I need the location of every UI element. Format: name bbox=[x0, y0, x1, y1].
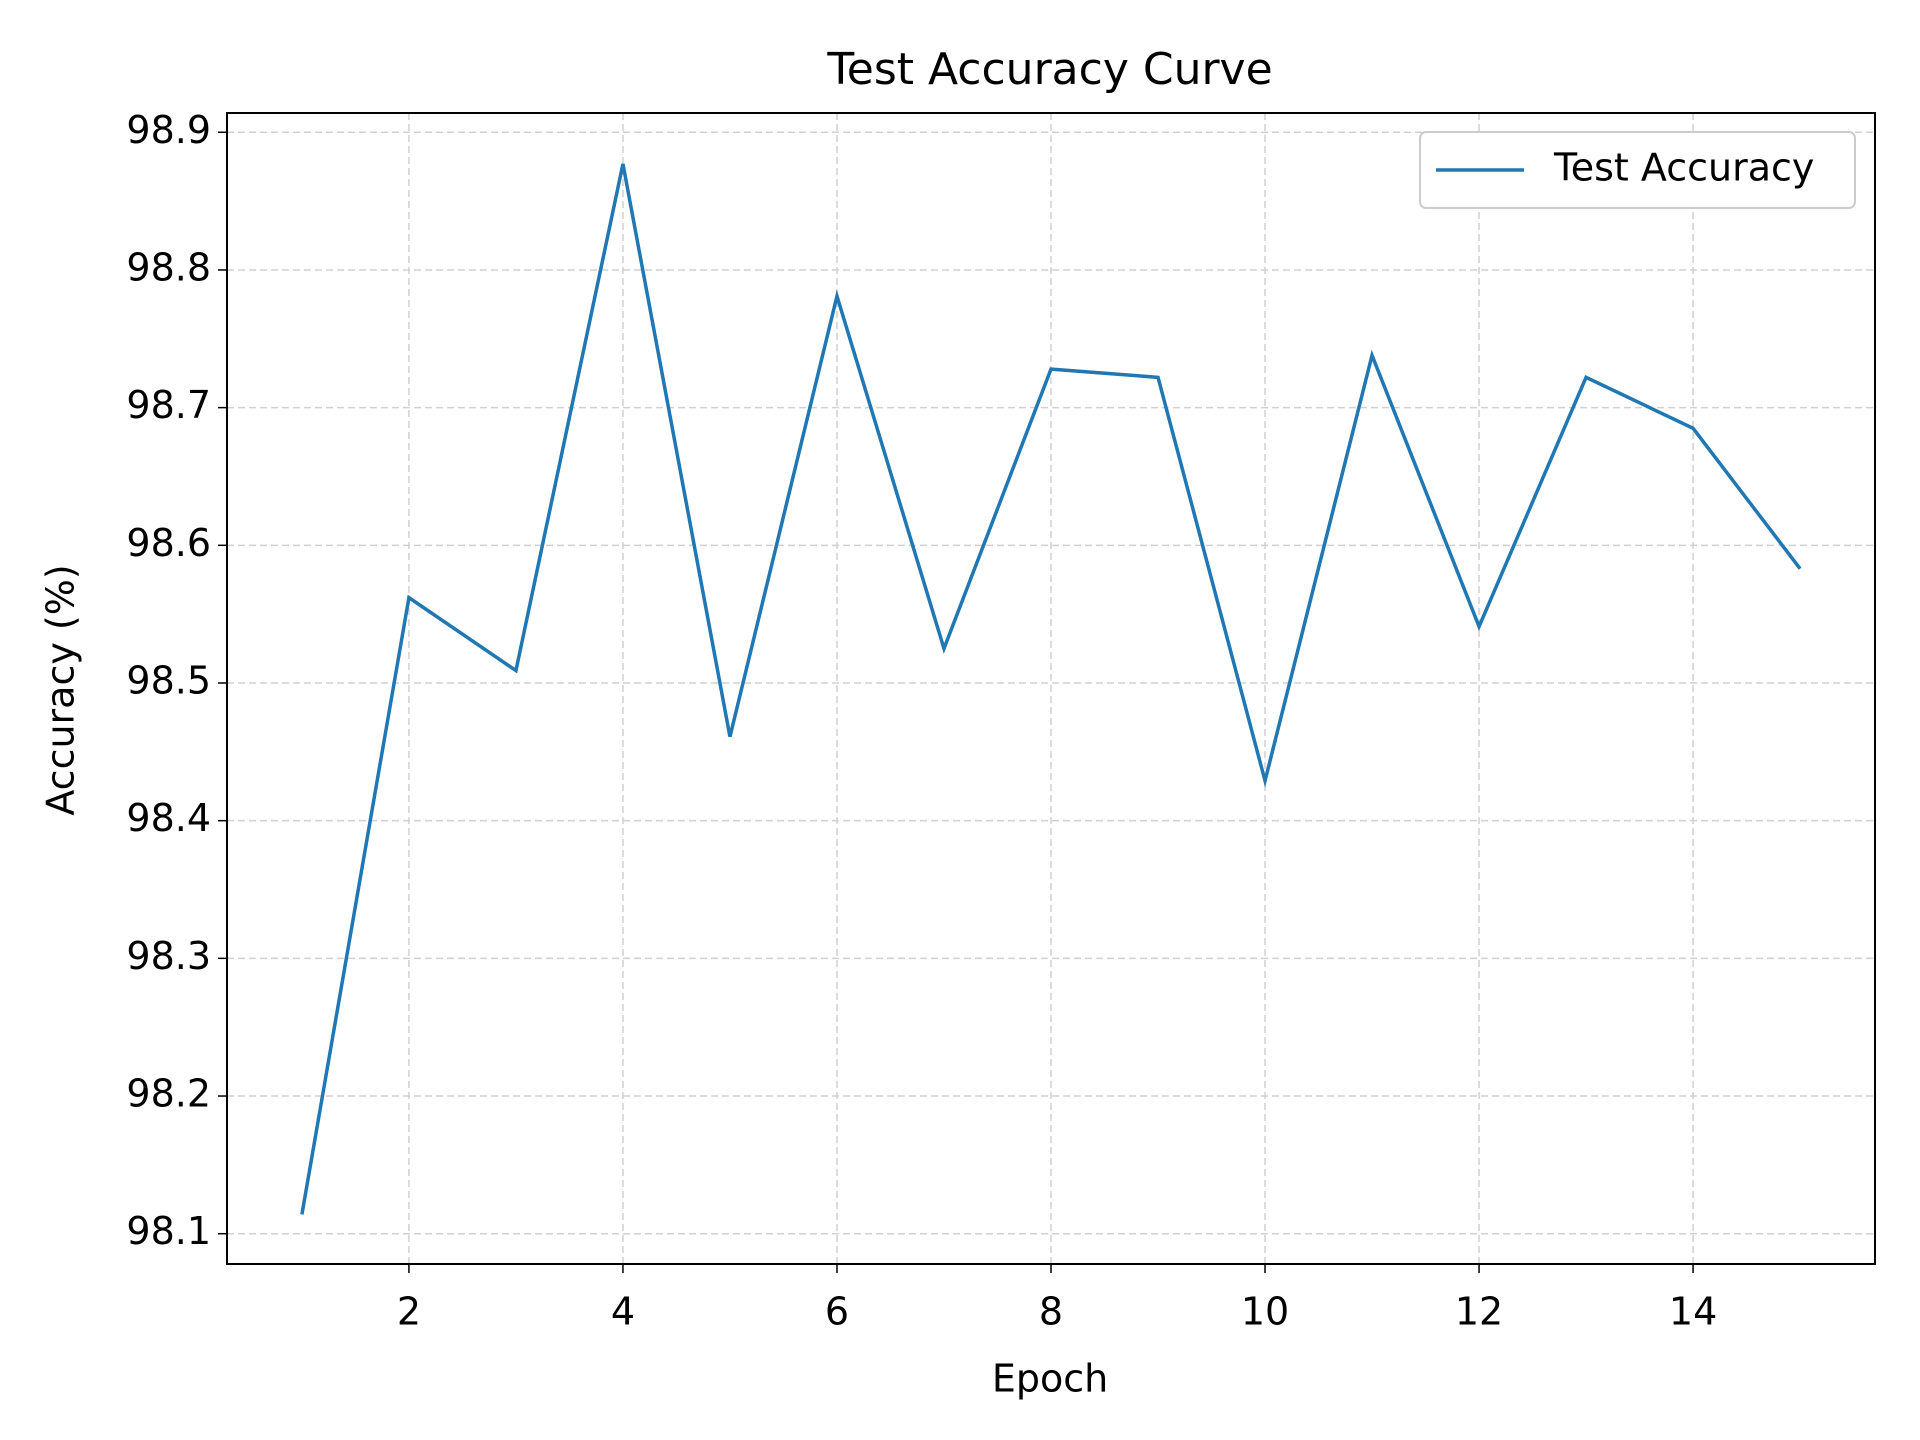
line bbox=[300, 163, 1802, 1215]
legend: Test Accuracy bbox=[1419, 131, 1856, 209]
legend-label: Test Accuracy bbox=[1553, 146, 1814, 190]
y-tick-label: 98.3 bbox=[126, 934, 211, 978]
x-tick-label: 6 bbox=[825, 1290, 849, 1334]
y-tick-label: 98.2 bbox=[126, 1072, 211, 1116]
y-tick-label: 98.8 bbox=[126, 245, 211, 289]
y-tick-label: 98.6 bbox=[126, 521, 211, 565]
legend-box bbox=[1419, 131, 1856, 209]
plot-frame bbox=[226, 112, 1876, 1265]
x-tick-label: 10 bbox=[1241, 1290, 1289, 1334]
y-tick-label: 98.7 bbox=[126, 383, 211, 427]
y-tick-label: 98.1 bbox=[126, 1209, 211, 1253]
x-tick-label: 12 bbox=[1455, 1290, 1503, 1334]
x-tick-label: 14 bbox=[1669, 1290, 1717, 1334]
x-tick-label: 4 bbox=[611, 1290, 635, 1334]
y-tick-label: 98.4 bbox=[126, 796, 211, 840]
chart-title: Test Accuracy Curve bbox=[826, 44, 1272, 95]
y-axis-label: Accuracy (%) bbox=[39, 564, 83, 815]
x-tick-label: 2 bbox=[397, 1290, 421, 1334]
x-tick-label: 8 bbox=[1039, 1290, 1063, 1334]
x-axis-label: Epoch bbox=[992, 1357, 1108, 1401]
y-tick-label: 98.9 bbox=[126, 108, 211, 152]
y-tick-label: 98.5 bbox=[126, 658, 211, 702]
